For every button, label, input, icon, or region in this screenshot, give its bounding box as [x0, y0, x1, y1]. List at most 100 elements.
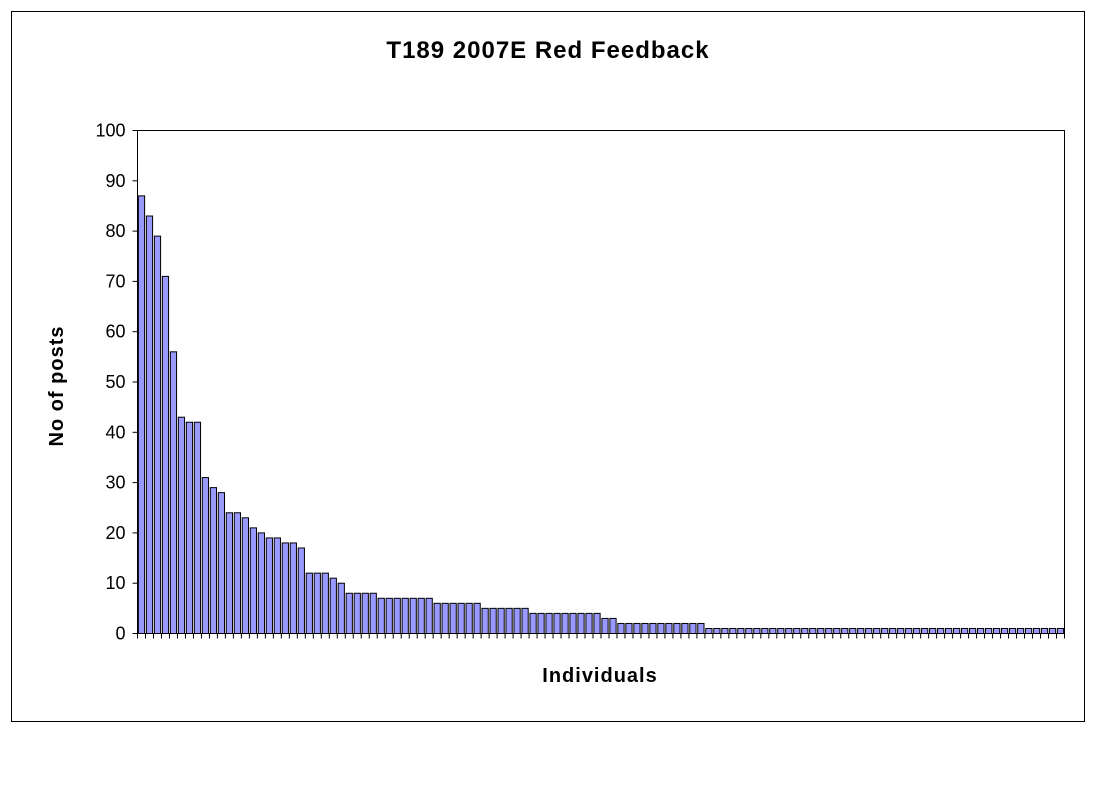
bar: [1000, 627, 1009, 634]
bar: [929, 627, 937, 634]
bar: [145, 215, 154, 634]
bar: [785, 627, 793, 634]
bar: [313, 572, 321, 635]
bar: [960, 627, 969, 634]
bar: [953, 627, 961, 634]
bar: [385, 597, 393, 634]
bar: [249, 527, 257, 634]
bar: [305, 572, 313, 635]
bar: [473, 602, 481, 635]
bar: [369, 592, 377, 635]
bar: [513, 607, 521, 634]
y-tick-label: 60: [105, 322, 125, 342]
bar: [945, 627, 953, 634]
bar: [521, 607, 529, 634]
bar: [857, 627, 865, 634]
bar: [833, 627, 841, 634]
bar: [393, 597, 401, 634]
bar: [625, 622, 633, 635]
bar: [353, 592, 361, 635]
bar: [609, 617, 617, 634]
y-tick-label: 100: [95, 121, 125, 141]
bar: [593, 612, 601, 635]
bar: [241, 517, 250, 634]
bar: [913, 627, 921, 634]
bar: [337, 582, 345, 635]
bar: [777, 627, 785, 634]
bar: [441, 602, 449, 635]
bar: [617, 622, 625, 635]
bar: [497, 607, 505, 634]
y-tick-label: 70: [105, 271, 125, 291]
bar: [201, 477, 210, 634]
bar: [289, 542, 297, 635]
y-tick-label: 30: [105, 473, 125, 493]
bar: [537, 612, 545, 635]
bar: [577, 612, 585, 635]
bar: [745, 627, 753, 634]
bar: [841, 627, 849, 634]
bar: [321, 572, 329, 635]
bar: [1056, 627, 1065, 634]
bar: [489, 607, 497, 634]
bar: [849, 627, 857, 634]
bar: [1008, 627, 1017, 634]
bar: [409, 597, 417, 634]
bar: [1032, 627, 1041, 634]
bar: [185, 421, 194, 634]
bar: [976, 627, 985, 634]
bar: [265, 537, 273, 634]
bar: [753, 627, 761, 634]
y-tick-label: 80: [105, 221, 125, 241]
bar: [713, 627, 721, 634]
y-tick-label: 0: [115, 624, 125, 644]
bar: [1024, 627, 1033, 634]
y-axis: 0 10 20 30 40 50 60 70 80 90 100: [95, 121, 138, 644]
bar: [209, 487, 218, 634]
bar: [505, 607, 513, 634]
bar: [177, 416, 186, 634]
bars: [137, 195, 1065, 635]
bar: [137, 195, 146, 634]
bar: [465, 602, 473, 635]
y-tick-label: 10: [105, 573, 125, 593]
bar: [233, 512, 242, 635]
bar: [793, 627, 801, 634]
bar: [281, 542, 289, 635]
bar: [169, 351, 178, 634]
bar: [425, 597, 433, 634]
bar: [721, 627, 729, 634]
bar: [705, 627, 713, 634]
bar: [273, 537, 281, 634]
bar: [217, 492, 226, 634]
y-tick-label: 40: [105, 422, 125, 442]
bar: [449, 602, 457, 635]
chart-title: T189 2007E Red Feedback: [386, 37, 709, 64]
bar: [225, 512, 234, 635]
bar: [897, 627, 905, 634]
bar: [601, 617, 609, 634]
bar: [889, 627, 897, 634]
bar: [817, 627, 825, 634]
bar: [1048, 627, 1057, 634]
bar: [984, 627, 993, 634]
bar: [865, 627, 873, 634]
bar: [1040, 627, 1049, 634]
bar: [992, 627, 1001, 634]
bar: [545, 612, 553, 635]
bar: [681, 622, 689, 635]
bar: [481, 607, 489, 634]
y-tick-label: 50: [105, 372, 125, 392]
bar: [377, 597, 385, 634]
bar: [585, 612, 593, 635]
bar: [297, 547, 305, 634]
bar: [697, 622, 705, 635]
x-axis-label: Individuals: [542, 665, 657, 687]
bar: [801, 627, 809, 634]
bar: [657, 622, 665, 635]
bar: [553, 612, 561, 635]
bar: [921, 627, 929, 634]
bar: [809, 627, 817, 634]
bar: [689, 622, 697, 635]
